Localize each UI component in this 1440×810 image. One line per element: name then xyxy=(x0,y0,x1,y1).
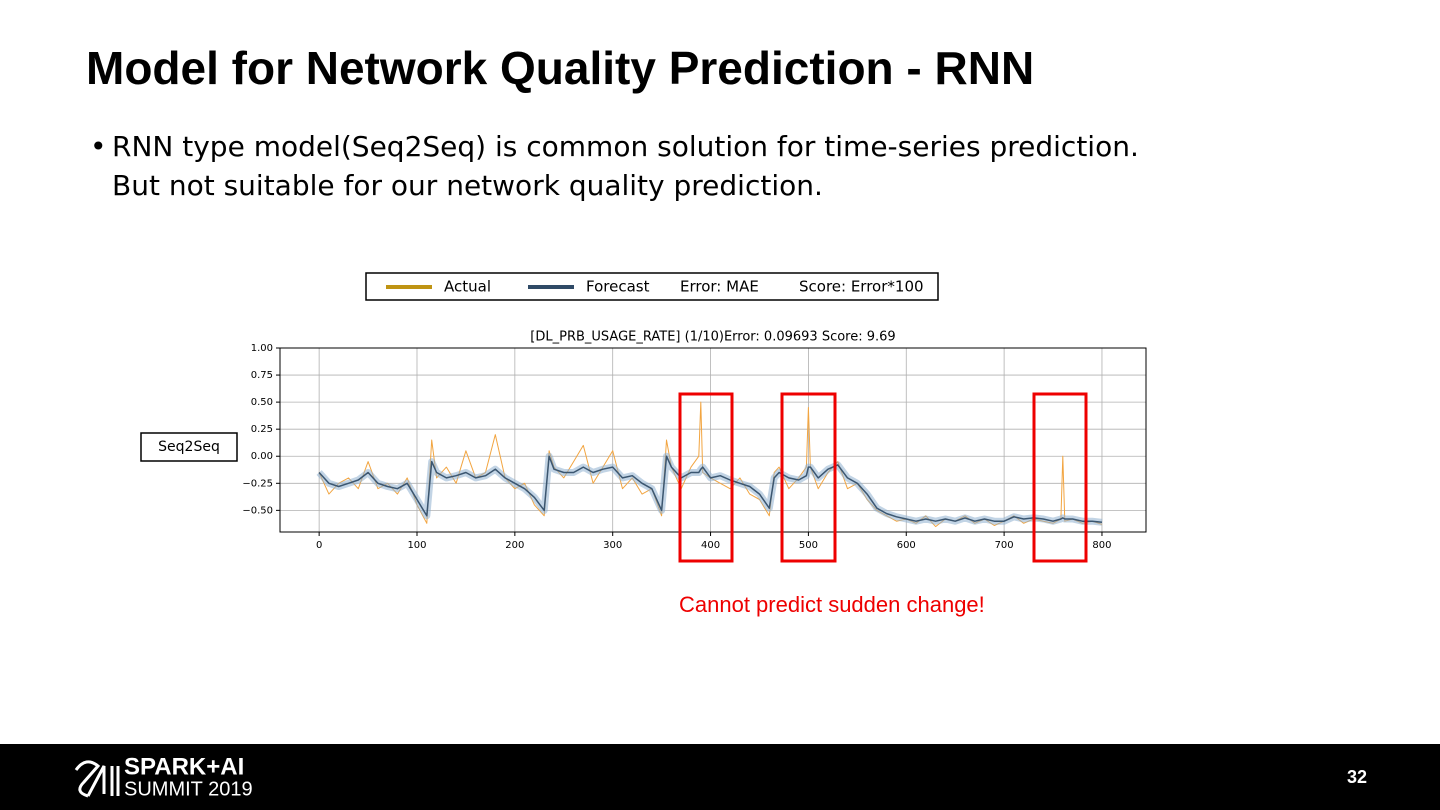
x-tick-label: 0 xyxy=(316,540,322,551)
row-label: Seq2Seq xyxy=(158,439,220,455)
y-tick-label: 0.25 xyxy=(251,424,273,435)
y-tick-label: 0.00 xyxy=(251,451,273,462)
x-tick-label: 200 xyxy=(505,540,524,551)
y-tick-label: 1.00 xyxy=(251,343,273,354)
y-tick-label: 0.50 xyxy=(251,397,273,408)
bullet-text: But not suitable for our network quality… xyxy=(112,169,823,202)
x-tick-label: 300 xyxy=(603,540,622,551)
y-tick-label: −0.50 xyxy=(242,505,273,516)
bullet-text: RNN type model(Seq2Seq) is common soluti… xyxy=(112,130,1139,163)
x-tick-label: 600 xyxy=(897,540,916,551)
logo-mark xyxy=(74,760,120,798)
row-label-box xyxy=(140,432,238,462)
bullet-dot: • xyxy=(90,130,107,163)
y-tick-label: −0.25 xyxy=(242,478,273,489)
x-tick-label: 500 xyxy=(799,540,818,551)
x-tick-label: 800 xyxy=(1092,540,1111,551)
page-number: 32 xyxy=(1347,767,1367,787)
legend-box xyxy=(365,272,939,301)
highlight-box xyxy=(678,392,734,563)
x-tick-label: 400 xyxy=(701,540,720,551)
annotation: Cannot predict sudden change! xyxy=(679,592,985,617)
x-tick-label: 700 xyxy=(995,540,1014,551)
x-tick-label: 100 xyxy=(407,540,426,551)
highlight-box xyxy=(1032,392,1088,563)
series-line xyxy=(318,455,1103,524)
footer xyxy=(0,744,1440,810)
logo-text: SPARK+AI xyxy=(124,753,244,780)
legend-note: Score: Error*100 xyxy=(799,278,924,296)
logo-text: SUMMIT 2019 xyxy=(124,778,253,800)
highlight-box xyxy=(780,392,837,563)
chart: [DL_PRB_USAGE_RATE] (1/10)Error: 0.09693… xyxy=(242,330,1147,551)
legend-label: Forecast xyxy=(586,278,650,296)
legend-label: Actual xyxy=(444,278,491,296)
chart-title: [DL_PRB_USAGE_RATE] (1/10)Error: 0.09693… xyxy=(530,330,895,345)
plot-frame xyxy=(279,347,1147,533)
legend-note: Error: MAE xyxy=(680,278,759,296)
y-tick-label: 0.75 xyxy=(251,370,273,381)
slide-title: Model for Network Quality Prediction - R… xyxy=(86,42,1034,94)
